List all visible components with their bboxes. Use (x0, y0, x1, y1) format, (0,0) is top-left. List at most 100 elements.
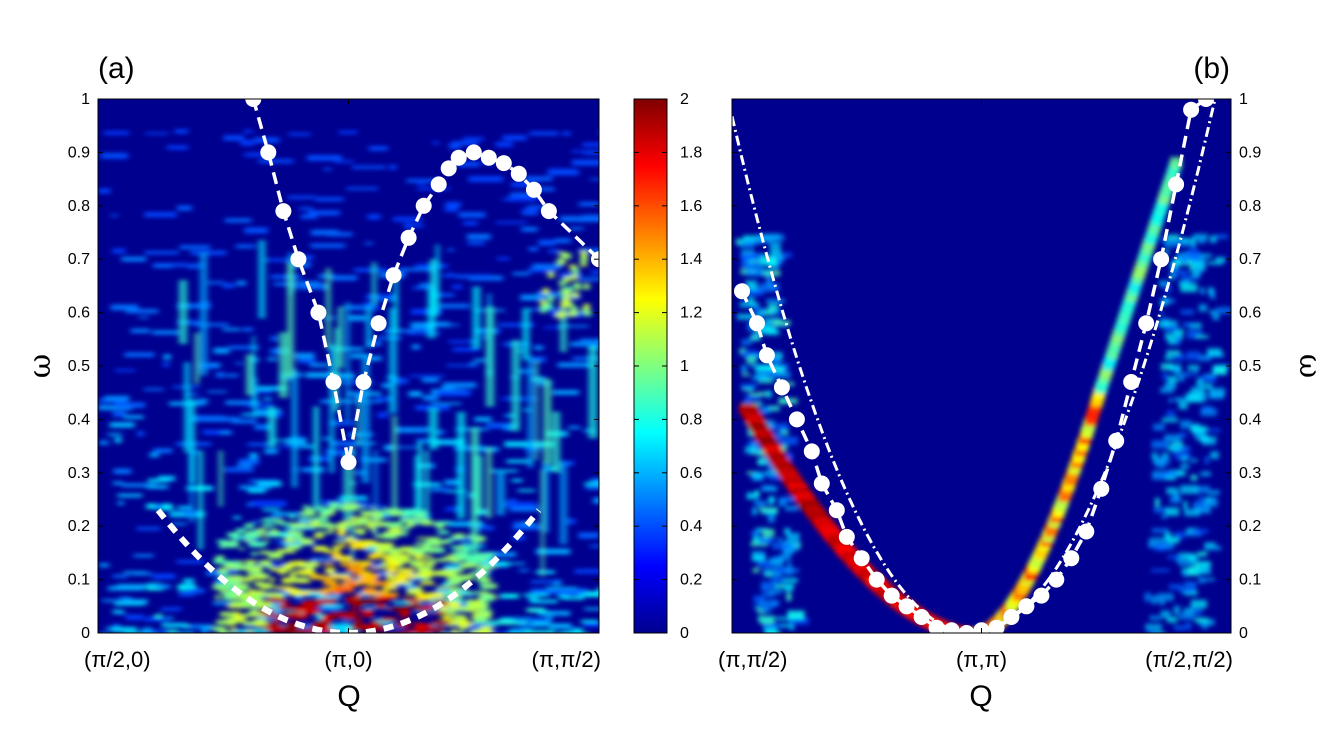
intensity-continuum (331, 525, 350, 528)
intensity-glow (742, 350, 754, 358)
intensity-continuum (356, 529, 365, 535)
intensity-streak (332, 275, 358, 281)
intensity-glow (1170, 448, 1181, 452)
intensity-continuum (455, 554, 467, 560)
intensity-continuum (411, 510, 426, 514)
dispersion-point (828, 502, 845, 519)
intensity-streak (461, 633, 490, 637)
intensity-streak (559, 216, 593, 222)
intensity-streak (552, 411, 561, 473)
intensity-glow (1161, 514, 1167, 519)
intensity-glow (1187, 330, 1203, 339)
intensity-continuum (251, 552, 258, 556)
y-tick-label: 0 (81, 625, 90, 642)
intensity-streak (457, 604, 470, 607)
intensity-glow (1148, 538, 1154, 546)
intensity-continuum (279, 522, 296, 526)
intensity-streak (419, 283, 432, 288)
intensity-streak (568, 426, 580, 429)
intensity-streak (240, 140, 255, 146)
intensity-continuum (315, 506, 324, 511)
intensity-streak (294, 594, 303, 600)
dispersion-point (898, 598, 915, 615)
intensity-continuum (386, 580, 396, 586)
intensity-glow (1174, 238, 1192, 247)
intensity-continuum (261, 519, 273, 522)
intensity-continuum (249, 611, 259, 617)
intensity-continuum (269, 621, 280, 625)
intensity-glow (1150, 631, 1157, 633)
intensity-streak (508, 499, 517, 504)
intensity-continuum (386, 575, 405, 579)
x-tick-label: (π/2,π/2) (1145, 647, 1233, 672)
intensity-glow (1167, 536, 1180, 544)
intensity-streak (112, 609, 124, 614)
intensity-streak (142, 627, 153, 631)
intensity-glow (1208, 387, 1225, 397)
intensity-patch (565, 253, 571, 260)
intensity-streak (348, 315, 366, 321)
intensity-glow (1178, 552, 1190, 561)
intensity-glow (1204, 542, 1216, 548)
intensity-continuum (290, 577, 309, 582)
intensity-continuum (385, 569, 398, 573)
intensity-continuum (350, 522, 364, 526)
intensity-streak (539, 187, 555, 192)
intensity-continuum (302, 505, 309, 509)
y-tick-label: 0.7 (68, 251, 90, 268)
intensity-streak (560, 272, 582, 279)
intensity-continuum (356, 579, 371, 585)
intensity-streak (287, 195, 316, 199)
intensity-streak (265, 258, 299, 262)
intensity-streak (412, 286, 437, 290)
intensity-glow (785, 506, 799, 511)
intensity-streak (407, 332, 441, 335)
intensity-continuum (445, 617, 451, 621)
intensity-streak (444, 490, 467, 493)
intensity-continuum (355, 563, 371, 566)
intensity-continuum (314, 534, 324, 539)
intensity-streak (463, 221, 478, 226)
intensity-streak (177, 505, 192, 510)
intensity-streak (504, 502, 536, 508)
intensity-streak (241, 413, 274, 417)
intensity-glow (1182, 322, 1193, 327)
intensity-streak (551, 311, 584, 317)
intensity-streak (138, 316, 149, 319)
intensity-streak (220, 431, 231, 435)
intensity-continuum (441, 557, 452, 560)
intensity-glow (759, 507, 778, 513)
intensity-continuum (313, 547, 324, 550)
intensity-continuum (320, 576, 333, 580)
intensity-glow (1210, 290, 1216, 300)
intensity-continuum (456, 631, 461, 633)
intensity-glow (1184, 372, 1193, 377)
intensity-continuum (458, 622, 474, 625)
intensity-streak (264, 448, 278, 454)
intensity-streak (252, 336, 256, 407)
intensity-continuum (391, 531, 408, 536)
panel-b-dispersion-points (734, 91, 1214, 641)
intensity-streak (487, 620, 512, 625)
intensity-streak (584, 607, 599, 611)
intensity-streak (102, 599, 124, 602)
dispersion-point (1108, 432, 1125, 449)
intensity-streak (183, 578, 194, 584)
dispersion-point (415, 197, 432, 214)
intensity-continuum (238, 577, 254, 582)
intensity-glow (747, 387, 753, 392)
intensity-streak (486, 447, 492, 519)
intensity-glow (769, 249, 781, 254)
intensity-continuum (243, 539, 255, 542)
intensity-continuum (379, 554, 384, 558)
intensity-continuum (349, 580, 356, 586)
intensity-streak (206, 570, 225, 576)
intensity-glow (750, 542, 768, 547)
intensity-streak (440, 303, 469, 309)
intensity-streak (445, 201, 461, 208)
intensity-glow (1196, 378, 1203, 387)
intensity-glow (753, 353, 762, 358)
intensity-continuum (427, 562, 436, 567)
intensity-streak (308, 210, 340, 216)
intensity-glow (768, 474, 782, 480)
